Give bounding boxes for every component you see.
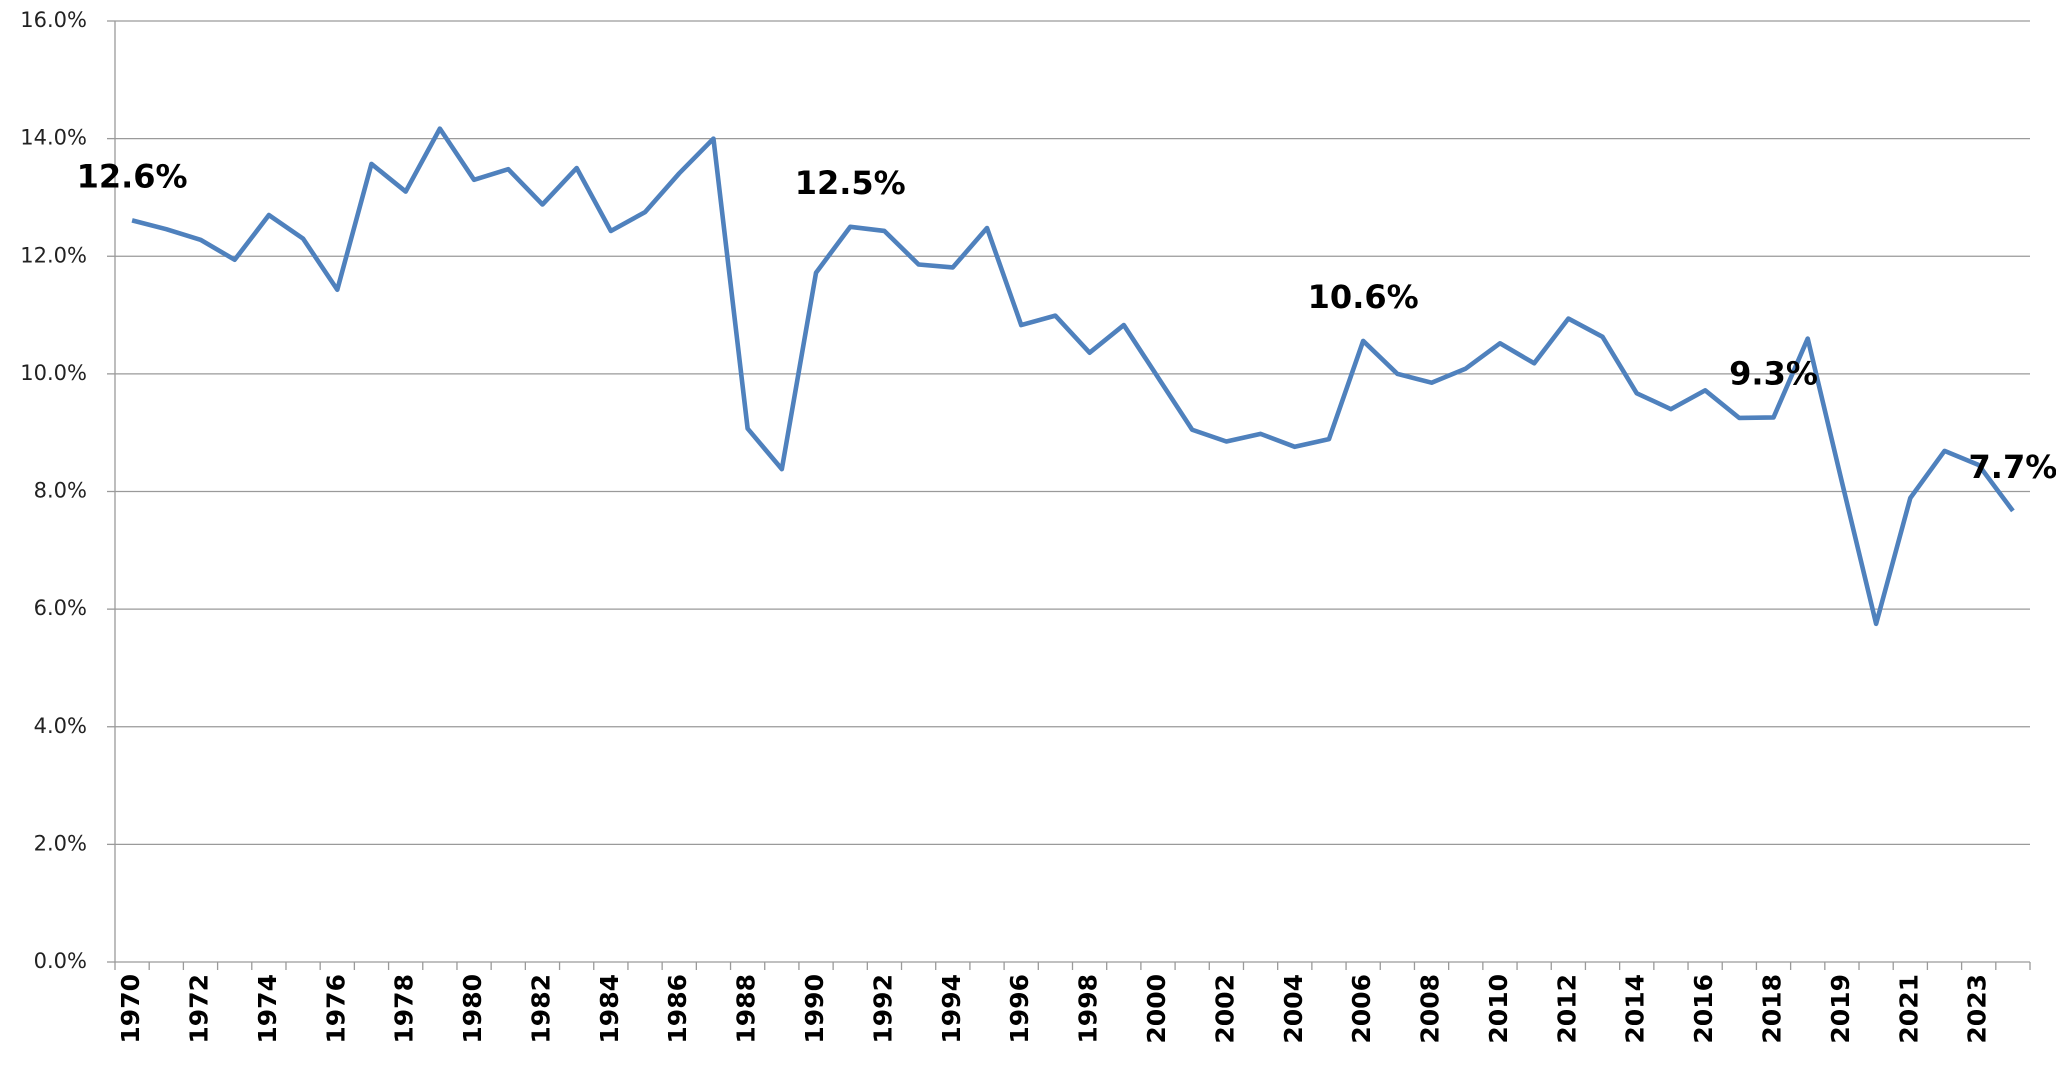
y-tick-label: 16.0% xyxy=(20,8,87,32)
y-tick-label: 2.0% xyxy=(34,831,87,855)
x-tick-label: 1998 xyxy=(1074,974,1103,1044)
x-tick-label: 2008 xyxy=(1416,974,1445,1044)
x-tick-label: 1976 xyxy=(321,974,350,1044)
x-tick-label: 2016 xyxy=(1689,974,1718,1044)
x-tick-label: 1978 xyxy=(390,974,419,1044)
x-tick-label: 1996 xyxy=(1005,974,1034,1044)
x-tick-label: 2021 xyxy=(1894,974,1923,1044)
x-tick-label: 1984 xyxy=(595,974,624,1044)
x-tick-label: 1988 xyxy=(732,974,761,1044)
x-tick-label: 1972 xyxy=(184,974,213,1044)
x-tick-label: 2023 xyxy=(1963,974,1992,1044)
y-tick-label: 0.0% xyxy=(34,949,87,973)
y-tick-label: 4.0% xyxy=(34,714,87,738)
x-tick-label: 2018 xyxy=(1758,974,1787,1044)
x-tick-label: 1992 xyxy=(868,974,897,1044)
x-tick-label: 2000 xyxy=(1142,974,1171,1044)
x-tick-label: 2012 xyxy=(1552,974,1581,1044)
data-label: 12.6% xyxy=(77,157,188,195)
x-tick-label: 2006 xyxy=(1347,974,1376,1044)
x-tick-label: 1982 xyxy=(526,974,555,1044)
y-tick-label: 8.0% xyxy=(34,479,87,503)
x-tick-label: 1994 xyxy=(937,974,966,1044)
data-label: 9.3% xyxy=(1729,354,1818,392)
y-tick-label: 10.0% xyxy=(20,361,87,385)
y-tick-label: 6.0% xyxy=(34,596,87,620)
y-tick-label: 14.0% xyxy=(20,126,87,150)
x-tick-label: 1974 xyxy=(253,974,282,1044)
x-tick-label: 2014 xyxy=(1621,974,1650,1044)
x-tick-label: 2004 xyxy=(1279,974,1308,1044)
x-tick-label: 1986 xyxy=(663,974,692,1044)
x-tick-label: 1980 xyxy=(458,974,487,1044)
x-tick-label: 1970 xyxy=(116,974,145,1044)
y-tick-label: 12.0% xyxy=(20,243,87,267)
x-tick-label: 1990 xyxy=(800,974,829,1044)
x-tick-label: 2010 xyxy=(1484,974,1513,1044)
data-label: 7.7% xyxy=(1969,448,2056,486)
x-tick-label: 2002 xyxy=(1210,974,1239,1044)
x-tick-label: 2019 xyxy=(1826,974,1855,1044)
line-series xyxy=(131,126,2015,627)
data-label: 12.5% xyxy=(795,164,906,202)
data-label: 10.6% xyxy=(1308,278,1419,316)
